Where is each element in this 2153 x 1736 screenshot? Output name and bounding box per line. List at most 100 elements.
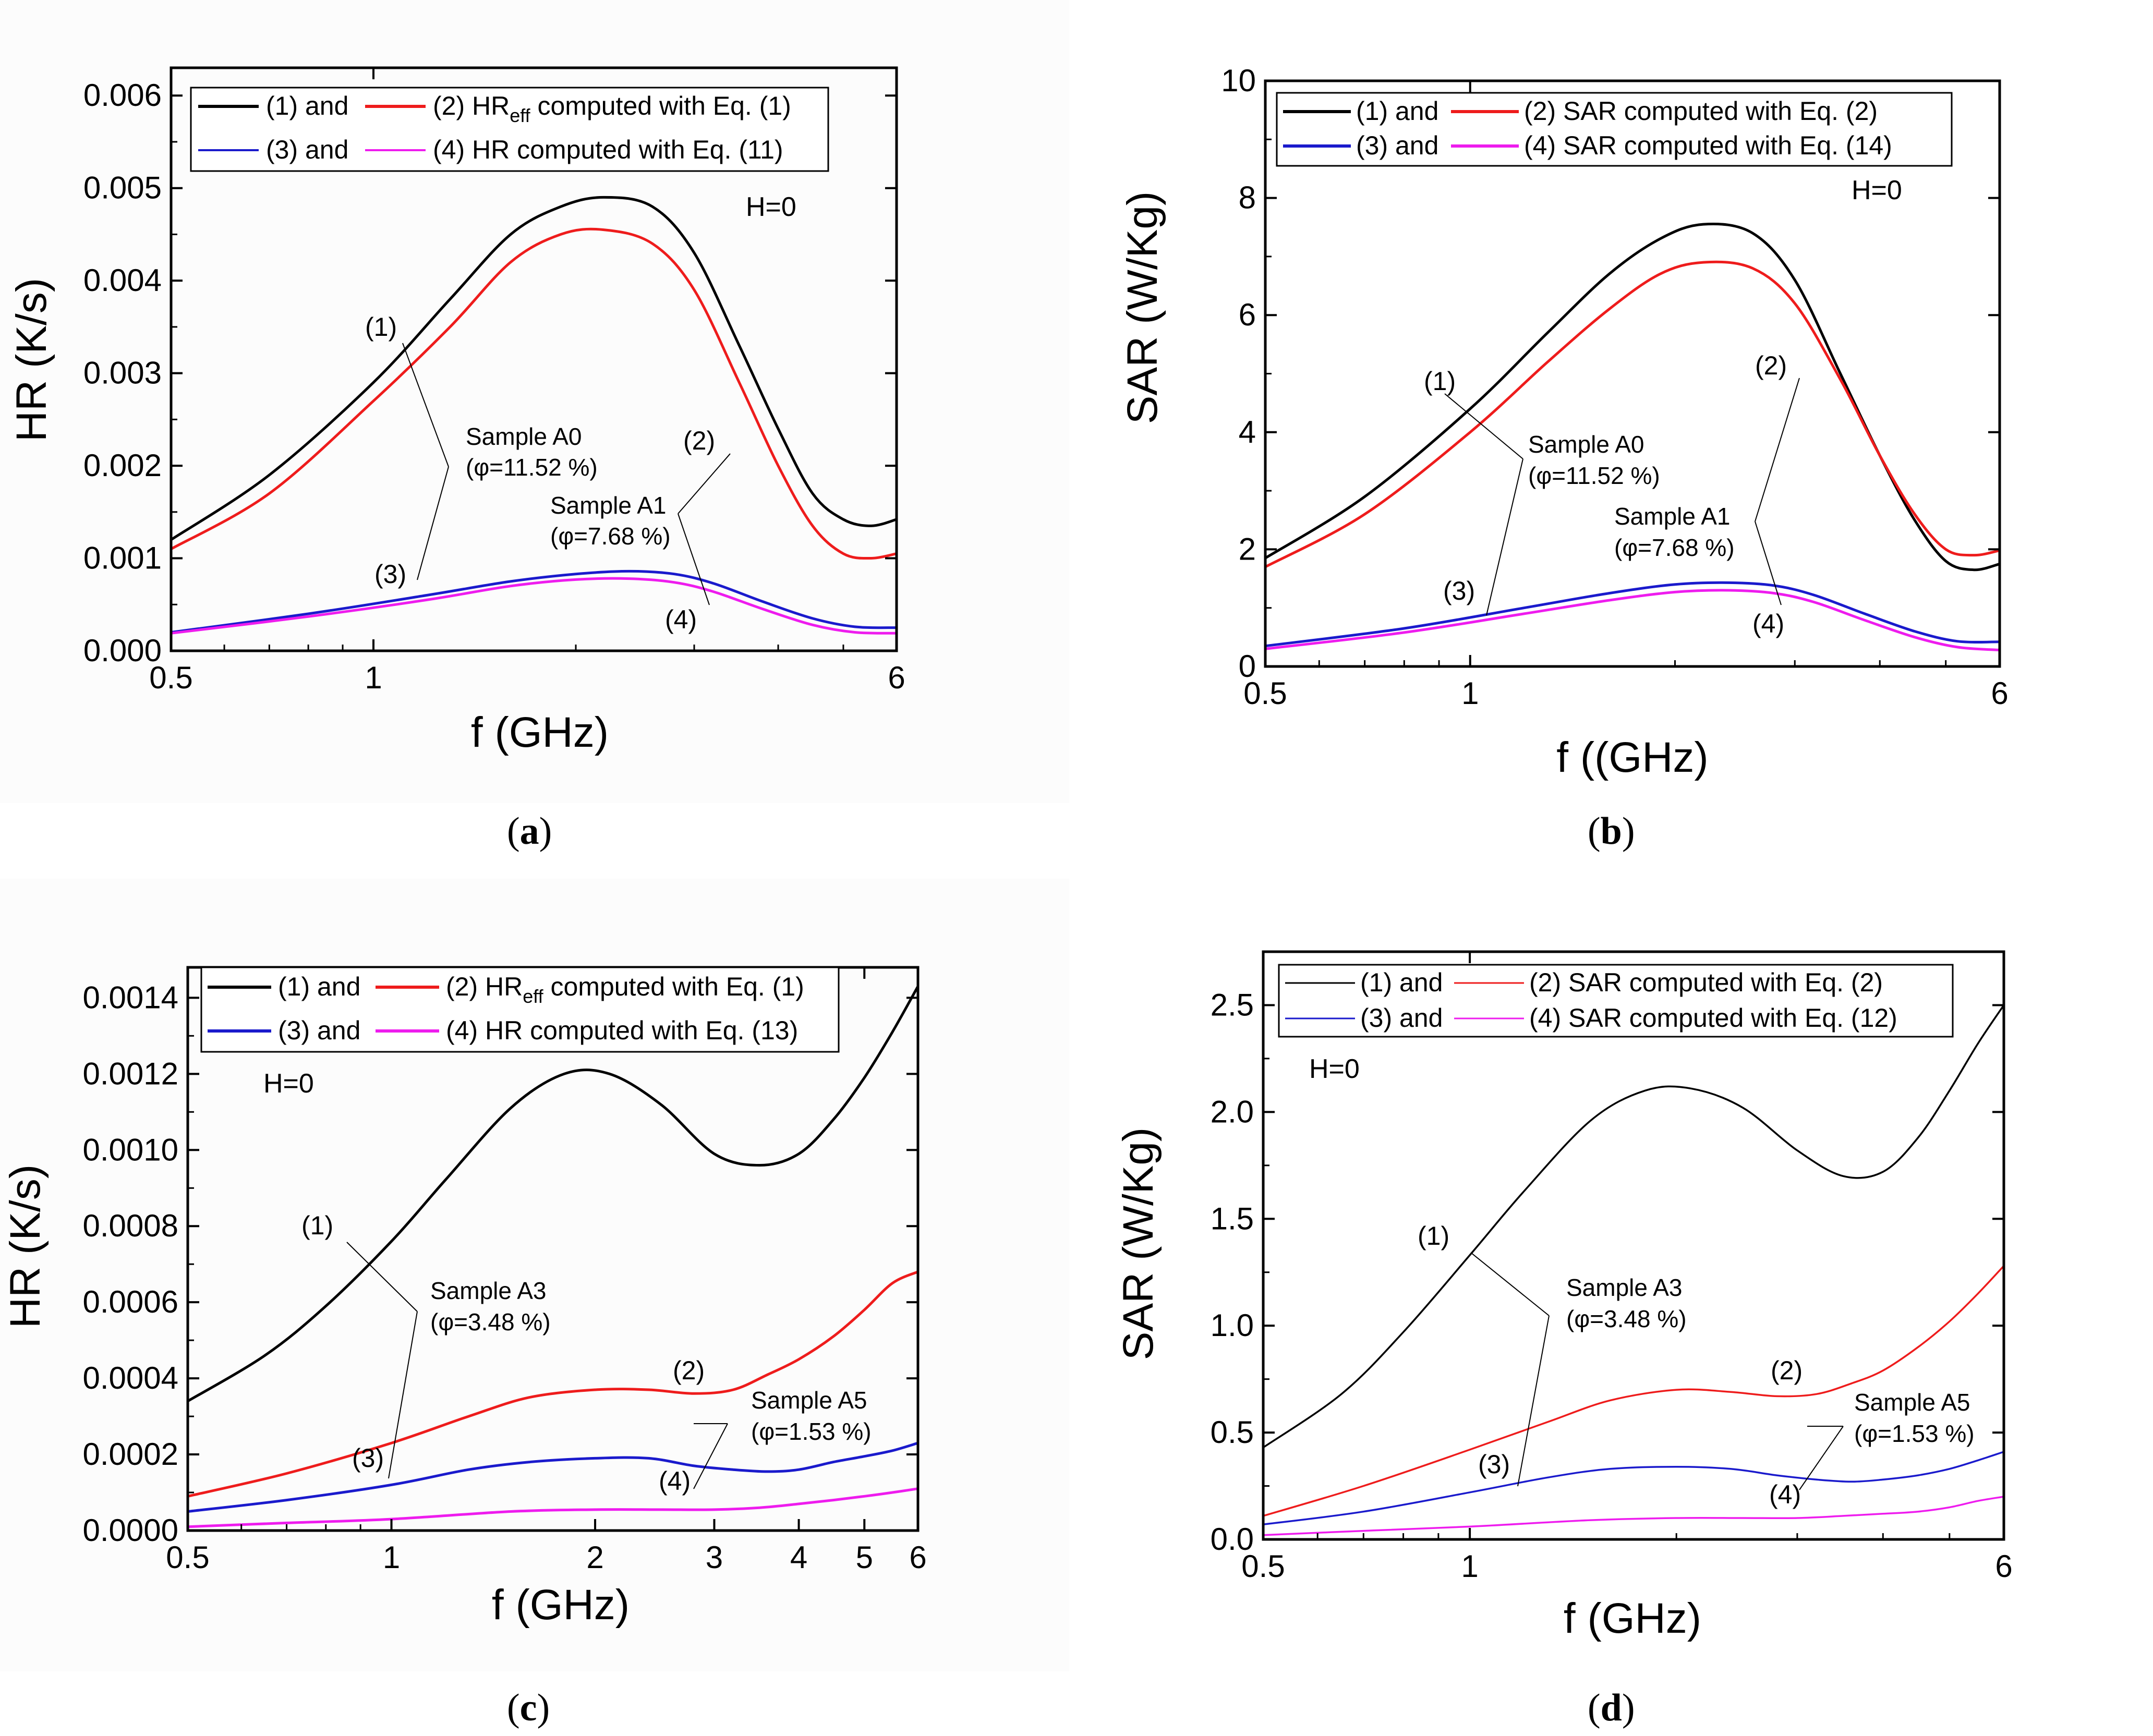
plot-area-b xyxy=(1264,222,2000,652)
sample-name-2: Sample A5 xyxy=(1854,1389,1970,1416)
annotation-label-3: (3) xyxy=(1478,1450,1510,1479)
x-tick-label-0: 0.5 xyxy=(1241,1549,1285,1584)
series-line-2 xyxy=(187,1270,919,1498)
sample-name-2: Sample A1 xyxy=(1614,503,1730,530)
y-tick-label-1: 0.0002 xyxy=(82,1437,178,1472)
annotation-label-3: (3) xyxy=(1443,576,1475,605)
series-line-3 xyxy=(187,1441,918,1513)
x-axis-label-c: f (GHz) xyxy=(492,1581,630,1629)
caption-a: (a) xyxy=(507,810,552,853)
panel-c: 0.0000 0.0002 0.0004 0.0006 0.0008 0.0010 0.00… xyxy=(0,879,1069,1729)
panel-b: 0 2 4 6 8 10 0.5 1 6 (1) and (2) SAR computed wi… xyxy=(1069,0,2153,853)
series-line-1 xyxy=(187,986,920,1403)
plot-area-c xyxy=(187,986,920,1528)
y-tick-label-3: 0.0006 xyxy=(82,1284,178,1319)
annotation-leaders-a xyxy=(402,343,731,605)
series-line-2 xyxy=(1264,260,2000,568)
plot-area-a xyxy=(170,196,897,635)
x-tick-label-2: 6 xyxy=(888,660,905,695)
series-line-1 xyxy=(1264,222,2000,572)
axes-frame-a xyxy=(170,66,898,652)
ticks-b: 0 2 4 6 8 10 0.5 1 6 xyxy=(1221,63,2008,711)
sample-phi-1: (φ=3.48 %) xyxy=(430,1308,551,1336)
annotation-label-4: (4) xyxy=(665,605,697,634)
x-tick-label-4: 4 xyxy=(790,1540,807,1575)
x-tick-label-3: 3 xyxy=(706,1540,723,1575)
field-label-c: H=0 xyxy=(263,1069,314,1099)
legend-label-1: (1) and xyxy=(278,972,360,1001)
x-tick-label-2: 6 xyxy=(1991,676,2008,711)
x-tick-label-1: 1 xyxy=(365,660,382,695)
sample-phi-2: (φ=1.53 %) xyxy=(1854,1420,1975,1447)
y-tick-label-2: 1.0 xyxy=(1211,1308,1254,1343)
annotation-label-1: (1) xyxy=(1424,367,1456,396)
y-tick-label-3: 6 xyxy=(1239,297,1256,332)
y-axis-label-a: HR (K/s) xyxy=(8,278,55,442)
caption-d: (d) xyxy=(1588,1686,1635,1729)
legend-box-c xyxy=(200,966,840,1053)
legend-label-2: (2) SAR computed with Eq. (2) xyxy=(1524,96,1878,126)
y-tick-label-1: 2 xyxy=(1239,531,1256,566)
y-axis-label-c: HR (K/s) xyxy=(2,1164,49,1328)
annotation-label-4: (4) xyxy=(1752,609,1784,638)
y-tick-label-3: 1.5 xyxy=(1211,1201,1254,1236)
sample-phi-2: (φ=7.68 %) xyxy=(1614,534,1735,561)
x-tick-label-1: 1 xyxy=(1461,1549,1478,1584)
legend-box-b xyxy=(1276,92,1953,167)
series-line-4 xyxy=(171,577,897,635)
y-axis-label-d: SAR (W/Kg) xyxy=(1115,1127,1162,1360)
y-tick-label-7: 0.0014 xyxy=(82,980,178,1015)
chart-a: 0.000 0.001 0.002 0.003 0.004 0.005 0.006 0.5 1 6… xyxy=(8,66,905,756)
x-tick-label-2: 6 xyxy=(1995,1549,2012,1584)
chart-c: 0.0000 0.0002 0.0004 0.0006 0.0008 0.0010 0.00… xyxy=(2,966,927,1629)
ticks-c: 0.0000 0.0002 0.0004 0.0006 0.0008 0.0010 0.00… xyxy=(82,967,927,1575)
legend-a: (1) and (2) HReff computed with Eq. (1) … xyxy=(190,87,829,172)
legend-b: (1) and (2) SAR computed with Eq. (2) (3… xyxy=(1276,92,1953,167)
legend-label-2: (2) HReff computed with Eq. (1) xyxy=(446,972,804,1007)
y-tick-label-5: 0.0010 xyxy=(82,1132,178,1167)
sample-phi-1: (φ=11.52 %) xyxy=(1528,462,1660,489)
sample-name-1: Sample A3 xyxy=(1566,1274,1682,1301)
ticks-d: 0.00.51.01.52.02.50.5 1 6 xyxy=(1211,952,2013,1584)
annotation-label-3: (3) xyxy=(374,560,406,589)
legend-d: (1) and (2) SAR computed with Eq. (2) (3… xyxy=(1278,964,1954,1038)
annotation-label-2: (2) xyxy=(683,426,715,455)
legend-label-1: (1) and xyxy=(1360,968,1443,997)
x-tick-label-0: 0.5 xyxy=(166,1540,209,1575)
legend-label-2: (2) SAR computed with Eq. (2) xyxy=(1529,968,1883,997)
y-tick-label-5: 10 xyxy=(1221,63,1256,98)
annotation-label-2: (2) xyxy=(673,1356,705,1385)
annotation-leaders-b xyxy=(1444,378,1800,616)
y-tick-label-3: 0.003 xyxy=(83,356,162,391)
legend-box-d xyxy=(1278,964,1954,1038)
y-axis-label-b-visible: SAR (W/Kg) xyxy=(1119,191,1166,424)
panel-a: 0.000 0.001 0.002 0.003 0.004 0.005 0.006 0.5 1 6… xyxy=(0,0,1069,853)
x-tick-label-2: 2 xyxy=(586,1540,603,1575)
y-tick-label-5: 0.005 xyxy=(83,171,162,205)
legend-c: (1) and (2) HReff computed with Eq. (1) … xyxy=(200,966,840,1053)
legend-label-1: (1) and xyxy=(1356,96,1438,126)
annotation-leaders-d xyxy=(1470,1252,1844,1490)
caption-c: (c) xyxy=(507,1686,550,1729)
axes-frame-d xyxy=(1262,950,2005,1541)
x-tick-label-0: 0.5 xyxy=(1243,676,1287,711)
series-line-1 xyxy=(170,196,897,541)
series-line-4 xyxy=(1263,1496,2004,1536)
legend-label-4: (4) HR computed with Eq. (11) xyxy=(433,135,783,164)
sample-name-1: Sample A0 xyxy=(1528,431,1644,458)
annotation-label-1: (1) xyxy=(365,312,397,342)
x-tick-label-1: 1 xyxy=(1461,676,1479,711)
series-line-3 xyxy=(1263,1451,2004,1526)
legend-label-4: (4) SAR computed with Eq. (14) xyxy=(1524,131,1892,160)
field-label-d: H=0 xyxy=(1309,1054,1360,1084)
legend-label-3: (3) and xyxy=(278,1016,360,1045)
field-label-a: H=0 xyxy=(746,192,796,222)
series-line-3 xyxy=(1265,581,2000,648)
annotation-label-1: (1) xyxy=(1418,1221,1449,1251)
chart-b: 0 2 4 6 8 10 0.5 1 6 (1) and (2) SAR computed wi… xyxy=(1119,63,2009,781)
legend-label-4: (4) SAR computed with Eq. (12) xyxy=(1529,1003,1897,1033)
annotation-label-1: (1) xyxy=(301,1211,333,1240)
series-line-2 xyxy=(1263,1265,2005,1517)
legend-label-3: (3) and xyxy=(1360,1003,1443,1033)
caption-b: (b) xyxy=(1588,810,1635,853)
